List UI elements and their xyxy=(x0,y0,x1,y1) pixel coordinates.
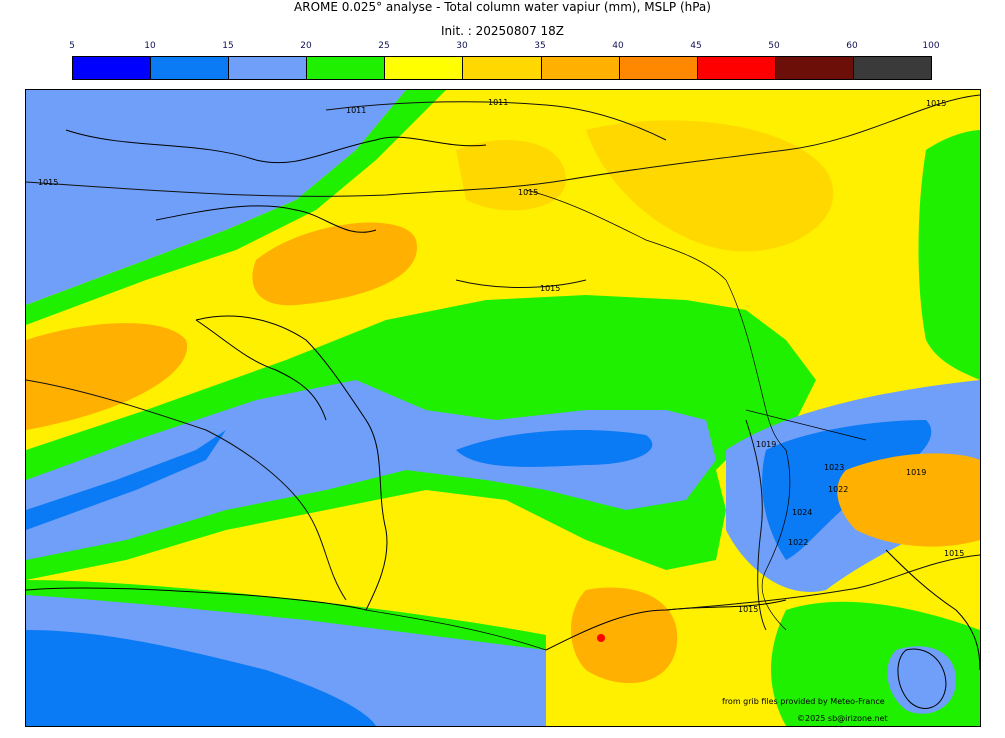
isobar-label: 1015 xyxy=(518,188,538,197)
colorbar-tick: 40 xyxy=(612,41,624,51)
colorbar-segment xyxy=(229,57,308,79)
isobar-1015-west xyxy=(26,379,347,601)
isobar-label: 1023 xyxy=(824,463,844,472)
colorbar-tick: 5 xyxy=(69,41,75,51)
colorbar-segment xyxy=(541,57,620,79)
colorbar-tick: 50 xyxy=(768,41,780,51)
border-germany xyxy=(725,279,787,451)
data-source-credit: from grib files provided by Meteo-France xyxy=(722,697,885,706)
border-switzerland xyxy=(745,409,867,441)
isobars xyxy=(26,94,980,631)
isobar-1019 xyxy=(745,419,767,631)
isobar-label: 1022 xyxy=(788,538,808,547)
colorbar-ticks: 5 10 15 20 25 30 35 40 45 50 60 100 xyxy=(69,41,939,55)
init-time: Init. : 20250807 18Z xyxy=(440,24,565,38)
border-pyrenees xyxy=(365,609,547,651)
colorbar-tick: 25 xyxy=(378,41,390,51)
isobar-label: 1011 xyxy=(488,98,508,107)
tcwv-zone-red-spot xyxy=(597,634,605,642)
tcwv-zone-green-atlantic-edge xyxy=(26,90,446,325)
tcwv-zone-gold-northeast-2 xyxy=(456,140,566,211)
coastline-channel xyxy=(155,205,377,233)
weather-map: 1011 1011 1015 1015 1015 1015 1019 1023 … xyxy=(25,89,981,727)
colorbar-segment xyxy=(853,57,932,79)
isobar-label: 1019 xyxy=(906,468,926,477)
colorbar-tick: 20 xyxy=(300,41,312,51)
isobar-label: 1015 xyxy=(38,178,58,187)
colorbar-tick: 30 xyxy=(456,41,468,51)
colorbar-tick: 100 xyxy=(922,41,940,51)
colorbar-scale xyxy=(72,56,932,80)
isobar-label: 1015 xyxy=(926,99,946,108)
colorbar-segment xyxy=(73,57,152,79)
tcwv-zone-light-blue-corsica xyxy=(887,646,956,714)
isobar-1011 xyxy=(325,101,667,141)
colorbar-segment xyxy=(775,57,854,79)
coastline-brittany xyxy=(195,319,327,421)
isobar-1015-south xyxy=(665,554,980,611)
colorbar-segment xyxy=(151,57,230,79)
coastline-britain xyxy=(65,129,487,164)
border-belgium xyxy=(525,189,727,281)
tcwv-zone-blue-center xyxy=(456,430,653,467)
isobar-label: 1019 xyxy=(756,440,776,449)
isobar-label: 1015 xyxy=(738,605,758,614)
colorbar-segment xyxy=(307,57,386,79)
border-alps xyxy=(761,449,791,631)
coastline-italy xyxy=(885,549,980,671)
coastline-corsica xyxy=(897,648,947,709)
colorbar-segment xyxy=(619,57,698,79)
isobar-label: 1024 xyxy=(792,508,812,517)
tcwv-zone-orange-west xyxy=(252,222,417,306)
colorbar-segment xyxy=(385,57,464,79)
map-title: AROME 0.025° analyse - Total column wate… xyxy=(294,0,711,14)
isobar-1015-central xyxy=(455,279,587,288)
coastline-iberia-north xyxy=(26,587,367,611)
tcwv-zone-light-blue-atlantic xyxy=(26,90,406,305)
borders xyxy=(365,189,867,651)
tcwv-zone-deep-blue-iberia xyxy=(26,630,376,726)
isobar-label: 1022 xyxy=(828,485,848,494)
colorbar-tick: 60 xyxy=(846,41,858,51)
colorbar-tick: 10 xyxy=(144,41,156,51)
colorbar: 5 10 15 20 25 30 35 40 45 50 60 100 xyxy=(69,41,940,81)
colorbar-segment xyxy=(463,57,542,79)
tcwv-zone-blue-stripe xyxy=(26,430,226,530)
colorbar-tick: 45 xyxy=(690,41,702,51)
isobar-label: 1015 xyxy=(944,549,964,558)
tcwv-zone-light-blue-central xyxy=(26,380,716,560)
coastline-france-west xyxy=(195,315,388,611)
tcwv-zone-orange-mediterranean xyxy=(571,587,678,684)
tcwv-zone-green-pyrenees xyxy=(26,580,546,650)
copyright: ©2025 sb@irizone.net xyxy=(797,714,888,723)
tcwv-zone-gold-northeast xyxy=(586,120,834,252)
tcwv-zone-orange-atlantic xyxy=(26,323,188,430)
colorbar-tick: 15 xyxy=(222,41,234,51)
colorbar-segment xyxy=(697,57,776,79)
isobar-label: 1015 xyxy=(540,284,560,293)
isobar-1015-north xyxy=(26,94,980,197)
colorbar-tick: 35 xyxy=(534,41,546,51)
tcwv-zone-green-east xyxy=(918,130,980,380)
tcwv-zone-orange-po xyxy=(837,453,980,547)
isobar-label: 1011 xyxy=(346,106,366,115)
map-canvas: 1011 1011 1015 1015 1015 1015 1019 1023 … xyxy=(26,90,980,726)
